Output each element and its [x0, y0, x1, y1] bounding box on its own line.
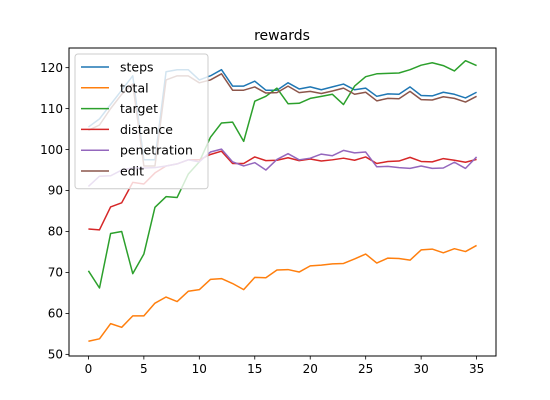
- legend-label-target: target: [120, 101, 158, 116]
- x-tick-label: 15: [247, 362, 262, 376]
- x-tick-label: 20: [303, 362, 318, 376]
- y-tick-label: 80: [48, 225, 63, 239]
- legend-label-edit: edit: [120, 164, 144, 179]
- x-tick-label: 5: [140, 362, 148, 376]
- chart-title: rewards: [254, 28, 310, 44]
- y-tick-label: 90: [48, 184, 63, 198]
- x-tick-label: 10: [192, 362, 207, 376]
- legend: steps total target distance penetration edit: [74, 53, 209, 190]
- legend-label-distance: distance: [120, 122, 173, 137]
- ticks-layer: 0 5 10 15 20 25 30 35 50 60 70 80 90 100 110 120: [40, 61, 484, 376]
- x-tick-label: 0: [85, 362, 93, 376]
- plot-frame: [68, 47, 497, 357]
- legend-label-steps: steps: [120, 60, 154, 75]
- y-tick-label: 120: [40, 61, 63, 75]
- y-tick-label: 50: [48, 348, 63, 362]
- y-tick-label: 110: [40, 102, 63, 116]
- y-tick-label: 60: [48, 307, 63, 321]
- series-line-total: [88, 244, 477, 342]
- y-tick-label: 70: [48, 266, 63, 280]
- x-tick-label: 35: [469, 362, 484, 376]
- y-tick-label: 100: [40, 143, 63, 157]
- legend-label-total: total: [120, 80, 149, 95]
- x-tick-label: 30: [413, 362, 428, 376]
- x-tick-label: 25: [358, 362, 373, 376]
- legend-label-penetration: penetration: [120, 143, 193, 158]
- series-line-target: [87, 59, 477, 289]
